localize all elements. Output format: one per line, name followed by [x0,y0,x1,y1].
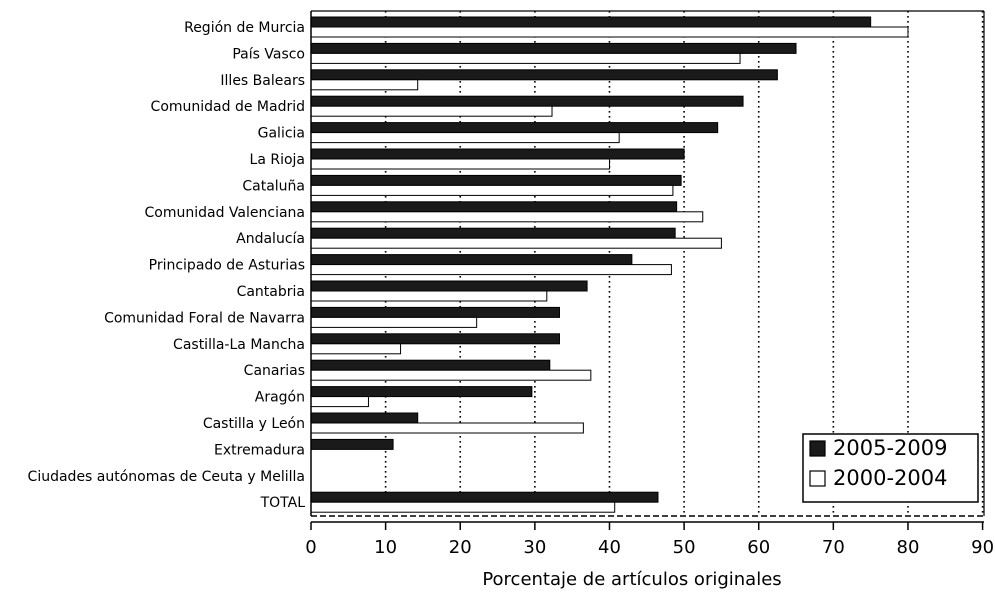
bar-a-0 [310,16,872,28]
bar-a-15 [310,412,419,424]
bar-b-1 [310,52,741,64]
bar-b-12 [310,343,402,355]
category-label: Andalucía [236,231,305,247]
bar-b-0 [310,26,909,38]
legend-swatch [809,440,826,457]
category-label: Comunidad de Madrid [151,99,305,115]
bar-a-10 [310,280,588,292]
bar-a-1 [310,42,797,54]
x-tick-label: 60 [747,537,770,558]
bar-b-11 [310,316,478,328]
bar-a-7 [310,201,678,213]
bar-b-10 [310,290,548,302]
bar-b-18 [310,501,616,513]
x-tick-label: 10 [374,537,397,558]
bar-b-13 [310,369,592,381]
bar-a-8 [310,227,676,239]
x-tick-label: 0 [305,537,316,558]
x-tick-label: 90 [971,537,994,558]
legend-box [802,433,979,503]
bar-b-2 [310,79,419,91]
bars [310,16,909,513]
bar-b-5 [310,158,610,170]
bar-a-11 [310,306,560,318]
bar-a-9 [310,254,633,266]
category-label: País Vasco [232,46,305,62]
x-axis-title: Porcentaje de artículos originales [482,569,781,590]
legend-label: 2005-2009 [833,436,947,460]
bar-b-15 [310,422,584,434]
x-axis-ticks: 0 10 20 30 40 50 60 70 80 90 [305,521,994,558]
bar-b-14 [310,396,369,408]
bar-a-3 [310,95,744,107]
bar-a-14 [310,386,533,398]
x-tick-label: 50 [673,537,696,558]
category-label: Extremadura [214,442,305,458]
bar-a-2 [310,69,778,81]
bar-a-18 [310,491,659,503]
bar-b-8 [310,237,722,249]
bar-b-4 [310,132,620,144]
category-label: Galicia [258,126,305,142]
bar-a-5 [310,148,685,160]
bar-b-3 [310,105,553,117]
bar-b-6 [310,184,674,196]
category-label: Illes Balears [220,73,305,89]
category-label: Región de Murcia [184,20,305,36]
x-tick-label: 40 [598,537,621,558]
plot-frame [310,10,985,517]
category-label: La Rioja [250,152,305,168]
x-tick-label: 80 [897,537,920,558]
bar-a-16 [310,438,394,450]
bar-b-9 [310,264,672,276]
category-label: Castilla y León [203,416,305,432]
legend-swatch [809,470,826,487]
bar-a-12 [310,333,560,345]
category-label: Cataluña [242,178,305,194]
x-tick-label: 30 [523,537,546,558]
x-tick-label: 20 [449,537,472,558]
category-label: Canarias [244,363,305,379]
x-tick-label: 70 [822,537,845,558]
category-labels: Región de Murcia País Vasco Illes Balears C… [28,20,306,511]
legend-label: 2000-2004 [833,466,947,490]
category-label: Aragón [255,390,305,406]
bar-b-7 [310,211,704,223]
category-label: Comunidad Foral de Navarra [104,310,305,326]
category-label: Castilla-La Mancha [173,337,305,353]
bar-a-6 [310,174,682,186]
bar-a-4 [310,122,719,134]
legend: 2005-2009 2000-2004 [802,433,979,503]
category-label: Principado de Asturias [149,258,305,274]
category-label: Comunidad Valenciana [145,205,305,221]
category-label: TOTAL [260,495,306,511]
bar-a-13 [310,359,551,371]
category-label: Cantabria [237,284,305,300]
category-label: Ciudades autónomas de Ceuta y Melilla [28,469,305,485]
